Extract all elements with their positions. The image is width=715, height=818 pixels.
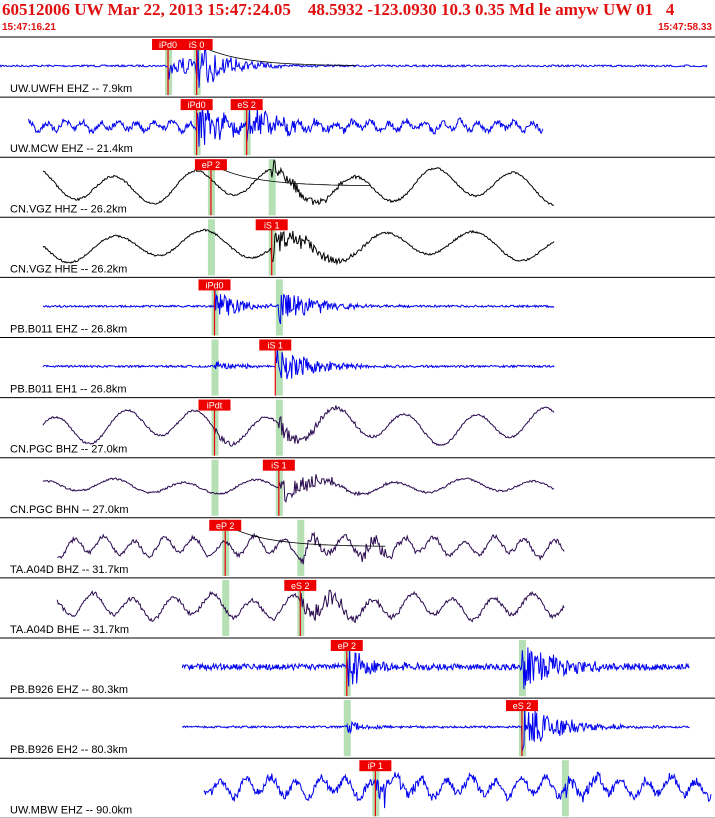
pick-label: eP 2	[216, 521, 234, 531]
pick-label: eS 2	[237, 100, 256, 110]
trace-row[interactable]: eP 2 PB.B926 EHZ -- 80.3km	[0, 640, 715, 699]
station-label: PB.B926 EH2 -- 80.3km	[10, 744, 127, 756]
station-label: CN.VGZ HHE -- 26.2km	[10, 263, 127, 275]
pick-flag[interactable]	[180, 99, 213, 111]
trace-row[interactable]: eP 2 CN.VGZ HHZ -- 26.2km	[0, 159, 715, 218]
trace-row[interactable]: iS 1 CN.VGZ HHE -- 26.2km	[0, 219, 715, 278]
station-label: CN.VGZ HHZ -- 26.2km	[10, 203, 127, 215]
pick-flag[interactable]	[194, 159, 227, 171]
waveform-trace	[42, 228, 555, 266]
station-label: UW.UWFH EHZ -- 7.9km	[10, 83, 132, 95]
trace-row[interactable]: eP 2 TA.A04D BHZ -- 31.7km	[0, 519, 715, 579]
waveform-trace	[28, 103, 544, 147]
station-label: UW.MBW EHZ -- 90.0km	[10, 804, 132, 816]
trace-row[interactable]: iPdt CN.PGC BHZ -- 27.0km	[0, 399, 715, 459]
waveform-trace	[181, 708, 690, 752]
pick-flag[interactable]	[505, 700, 538, 712]
waveform-trace	[42, 474, 555, 503]
pick-window	[297, 519, 305, 576]
station-label: TA.A04D BHZ -- 31.7km	[10, 564, 128, 576]
station-label: UW.MCW EHZ -- 21.4km	[10, 143, 133, 155]
trace-row[interactable]: iPd0 iS 0 UW.UWFH EHZ -- 7.9km	[0, 39, 715, 98]
pick-window	[518, 640, 526, 697]
trace-row[interactable]: eS 2 TA.A04D BHE -- 31.7km	[0, 579, 715, 639]
pick-flag[interactable]	[152, 39, 185, 50]
pick-flag[interactable]	[359, 760, 392, 772]
pick-label: iS 1	[268, 341, 284, 351]
waveform-trace	[42, 290, 555, 325]
trace-row[interactable]: iS 1 PB.B011 EH1 -- 26.8km	[0, 339, 715, 399]
station-label: CN.PGC BHZ -- 27.0km	[10, 444, 127, 456]
pick-label: iS 1	[271, 461, 287, 471]
station-label: PB.B926 EHZ -- 80.3km	[10, 684, 128, 696]
trace-row[interactable]: eS 2 PB.B926 EH2 -- 80.3km	[0, 700, 715, 759]
pick-label: iPd0	[205, 280, 223, 290]
waveform-trace	[42, 159, 555, 206]
pick-label: iPd0	[188, 100, 206, 110]
pick-flag[interactable]	[230, 99, 263, 111]
trace-row[interactable]: iPd0 eS 2 UW.MCW EHZ -- 21.4km	[0, 99, 715, 158]
pick-flag[interactable]	[180, 39, 213, 50]
station-label: CN.PGC BHN -- 27.0km	[10, 504, 129, 516]
pick-window	[268, 159, 276, 216]
waveform-trace	[42, 405, 555, 447]
pick-flag[interactable]	[209, 519, 242, 531]
pick-label: iS 0	[189, 40, 205, 50]
waveform-trace	[42, 347, 555, 380]
pick-flag[interactable]	[255, 219, 288, 231]
trace-row[interactable]: iP 1 UW.MBW EHZ -- 90.0km	[0, 760, 715, 818]
station-label: PB.B011 EHZ -- 26.8km	[10, 324, 127, 336]
waveform-trace	[181, 647, 690, 690]
waveform-trace	[57, 531, 565, 565]
pick-flag[interactable]	[330, 640, 363, 651]
pick-label: iP 1	[368, 761, 383, 771]
event-header-title: 60512006 UW Mar 22, 2013 15:47:24.05 48.…	[2, 0, 675, 19]
pick-label: eP 2	[338, 641, 356, 651]
pick-flag[interactable]	[262, 459, 295, 471]
end-time-label: 15:47:58.33	[658, 22, 712, 33]
pick-flag[interactable]	[198, 279, 231, 291]
coda-decay-curve	[225, 524, 386, 547]
pick-label: iPdt	[207, 401, 223, 411]
coda-decay-curve	[210, 163, 371, 186]
pick-window	[207, 219, 215, 276]
pick-window	[275, 279, 283, 336]
pick-flag[interactable]	[198, 399, 231, 411]
pick-label: eP 2	[202, 160, 220, 170]
coda-decay-curve	[196, 43, 357, 66]
pick-label: eS 2	[291, 581, 310, 591]
pick-window	[211, 459, 219, 516]
trace-row[interactable]: iPd0 PB.B011 EHZ -- 26.8km	[0, 279, 715, 338]
pick-label: iS 1	[264, 220, 280, 230]
pick-label: eS 2	[513, 701, 532, 711]
waveform-trace	[56, 589, 565, 624]
station-label: TA.A04D BHE -- 31.7km	[10, 624, 129, 636]
start-time-label: 15:47:16.21	[2, 22, 56, 33]
pick-flag[interactable]	[284, 579, 317, 591]
pick-label: iPd0	[159, 40, 177, 50]
waveform-trace	[0, 44, 708, 88]
trace-row[interactable]: iS 1 CN.PGC BHN -- 27.0km	[0, 459, 715, 519]
waveform-trace	[203, 771, 712, 809]
station-label: PB.B011 EH1 -- 26.8km	[10, 384, 127, 396]
pick-flag[interactable]	[259, 339, 292, 351]
